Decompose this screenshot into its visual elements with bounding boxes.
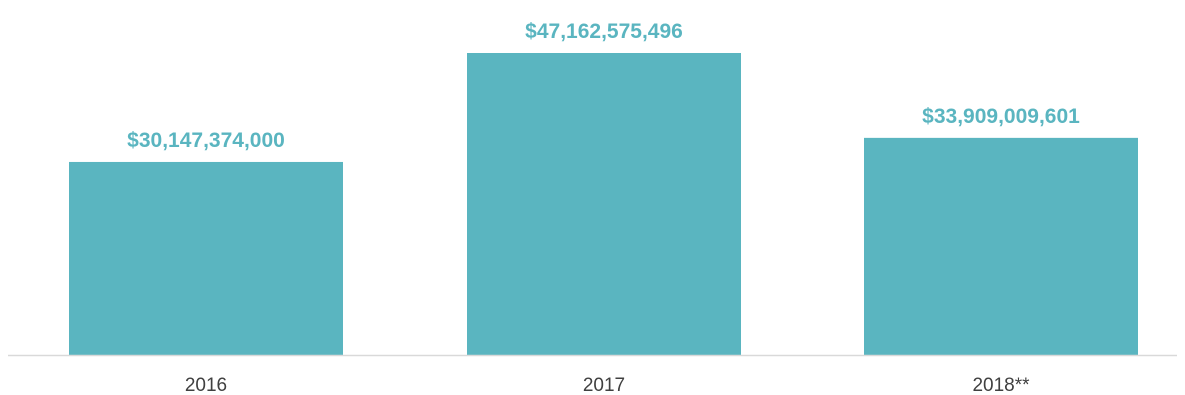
data-label-1: $47,162,575,496 — [525, 20, 683, 43]
bars-layer — [69, 53, 1138, 355]
bar-2 — [864, 137, 1138, 355]
x-tick-label-2: 2018** — [972, 375, 1030, 395]
data-labels-layer: $30,147,374,000 $47,162,575,496 $33,909,00… — [127, 20, 1080, 152]
bar-1 — [467, 53, 741, 355]
data-label-0: $30,147,374,000 — [127, 129, 285, 152]
bar-0 — [69, 161, 343, 355]
x-tick-label-0: 2016 — [185, 375, 227, 395]
x-axis-tick-labels: 2016 2017 2018** — [185, 375, 1030, 395]
x-tick-label-1: 2017 — [583, 375, 625, 395]
data-label-2: $33,909,009,601 — [922, 105, 1080, 128]
